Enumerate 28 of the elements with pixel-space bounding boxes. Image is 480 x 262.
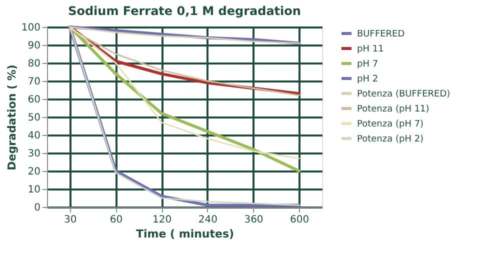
legend-label: Potenza (pH 2) [357, 134, 424, 144]
legend-label: pH 2 [357, 74, 378, 84]
y-tick-label: 20 [28, 166, 40, 178]
x-axis-title: Time ( minutes) [136, 228, 234, 240]
y-tick-label: 60 [28, 94, 40, 106]
legend-label: pH 11 [357, 44, 384, 54]
legend-label: Potenza (pH 11) [357, 104, 430, 114]
y-tick-label: 10 [28, 184, 40, 196]
x-tick-label: 120 [152, 214, 172, 226]
y-tick-label: 90 [28, 40, 40, 52]
y-tick-label: 0 [34, 202, 40, 214]
x-tick-label: 30 [64, 214, 77, 226]
y-axis-title: Degradation ( %) [5, 64, 18, 170]
legend-label: BUFFERED [357, 30, 405, 40]
y-tick-label: 40 [28, 130, 40, 142]
x-tick-label: 60 [110, 214, 123, 226]
legend-label: Potenza (BUFFERED) [357, 90, 450, 100]
chart-title: Sodium Ferrate 0,1 M degradation [68, 4, 301, 18]
x-tick-label: 600 [290, 214, 310, 226]
y-tick-label: 100 [21, 22, 40, 34]
x-tick-label: 240 [198, 214, 218, 226]
y-tick-label: 80 [28, 58, 40, 70]
x-tick-label: 360 [244, 214, 264, 226]
y-tick-label: 50 [28, 112, 40, 124]
legend-label: pH 7 [357, 60, 378, 70]
y-tick-label: 30 [28, 148, 40, 160]
y-tick-label: 70 [28, 76, 40, 88]
legend-label: Potenza (pH 7) [357, 120, 424, 130]
